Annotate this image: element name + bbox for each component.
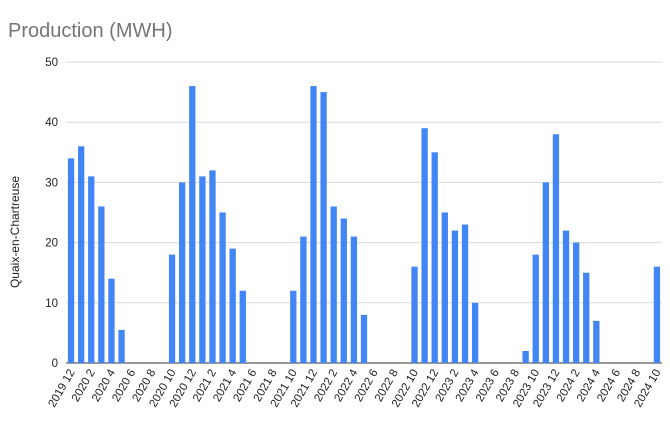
- bar: [88, 176, 95, 363]
- bar: [118, 329, 125, 363]
- bar: [330, 206, 337, 363]
- bar: [350, 236, 358, 363]
- bar: [542, 182, 549, 363]
- bar: [360, 314, 368, 363]
- bar: [572, 242, 580, 363]
- bar: [310, 86, 317, 363]
- y-tick-label: 0: [52, 358, 58, 370]
- bar: [653, 266, 661, 363]
- bar: [179, 182, 186, 363]
- bar: [98, 206, 105, 363]
- bar: [421, 128, 428, 363]
- x-tick-label: 2019 12: [46, 368, 77, 410]
- bar: [522, 350, 529, 363]
- bar: [168, 254, 176, 363]
- bar: [441, 212, 448, 363]
- bar: [199, 176, 206, 363]
- bar: [431, 152, 438, 363]
- bar: [411, 266, 418, 363]
- y-tick-label: 10: [45, 298, 58, 310]
- bar: [67, 158, 75, 363]
- bar: [78, 146, 85, 363]
- bar: [583, 272, 590, 363]
- y-tick-labels: 0 10 20 30 40 50: [45, 57, 58, 370]
- bar: [189, 86, 196, 363]
- bar: [552, 134, 560, 363]
- bar: [290, 290, 297, 363]
- bar: [320, 92, 327, 363]
- y-tick-label: 50: [45, 57, 58, 69]
- bar: [340, 218, 347, 363]
- y-tick-label: 30: [45, 177, 58, 189]
- bar: [471, 302, 479, 363]
- bar: [229, 248, 236, 363]
- bar: [108, 278, 115, 363]
- bar: [219, 212, 226, 363]
- y-tick-label: 40: [45, 117, 58, 129]
- bar: [209, 170, 216, 363]
- bar: [562, 230, 570, 363]
- bar: [593, 320, 600, 363]
- y-axis-title: Quaix-en-Chartreuse: [8, 176, 22, 288]
- bar: [461, 224, 469, 363]
- bar: [451, 230, 459, 363]
- chart-title: Production (MWH): [8, 20, 173, 42]
- bars: [67, 86, 661, 363]
- bar: [532, 254, 539, 363]
- bar: [300, 236, 307, 363]
- bar: [239, 290, 246, 363]
- y-tick-label: 20: [45, 238, 58, 250]
